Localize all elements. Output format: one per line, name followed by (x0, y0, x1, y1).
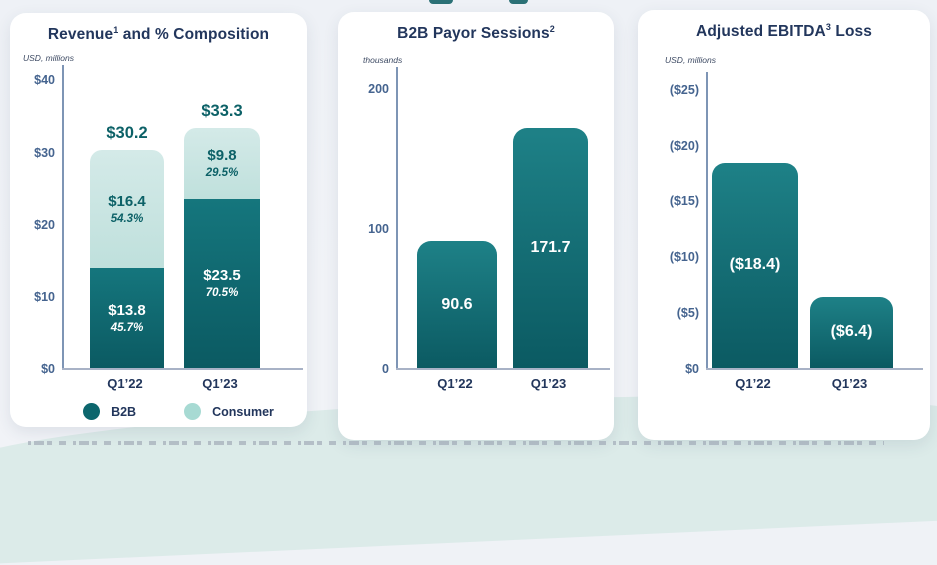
title-text: Revenue (47, 26, 114, 44)
x-axis-label: Q1’23 (831, 376, 868, 391)
stacked-bar: $16.4 54.3% $13.8 45.7% (90, 150, 164, 368)
b2b-payor-sessions-card: B2B Payor Sessions2 thousands 200 100 0 90.… (338, 12, 614, 440)
segment-percent-label: 70.5% (205, 287, 239, 300)
legend-color-dot (83, 403, 101, 420)
y-tick-label: $30 (34, 145, 55, 160)
segment-value-label: $13.8 (108, 302, 146, 320)
y-tick-label: 100 (368, 222, 389, 236)
panel-title: Adjusted EBITDA3 Loss (638, 10, 930, 41)
bar-value-label: ($6.4) (830, 323, 873, 341)
x-axis-line (706, 368, 923, 370)
legend-item: B2B (83, 403, 136, 420)
bar: 171.7 (513, 127, 588, 368)
y-tick-label: 0 (382, 362, 389, 376)
revenue-composition-card: Revenue1 and % Composition USD, millions… (10, 13, 307, 427)
segment-value-label: $23.5 (203, 267, 241, 285)
y-tick-label: ($5) (676, 306, 699, 321)
chart-plot-area: ($25) ($20) ($15) ($10) ($5) $0 ($18.4) ($6.4) (670, 72, 923, 376)
cropped-heading-remnant (509, 0, 528, 4)
chart-legend: B2B Consumer (62, 403, 295, 420)
bar-value-label: ($18.4) (729, 256, 781, 274)
title-superscript: 1 (113, 25, 119, 35)
cropped-footnote-text (28, 441, 884, 445)
bar-value-label: 90.6 (441, 295, 473, 313)
x-axis-line (62, 368, 303, 370)
segment-percent-label: 45.7% (110, 322, 144, 335)
y-tick-label: $0 (41, 362, 55, 376)
segment-percent-label: 29.5% (205, 167, 239, 180)
title-superscript: 2 (549, 24, 555, 34)
bar-segment-b2b: $23.5 70.5% (184, 198, 260, 368)
axis-unit-label: thousands (363, 55, 403, 65)
adjusted-ebitda-loss-card: Adjusted EBITDA3 Loss USD, millions ($25… (638, 10, 930, 440)
x-axis-label: Q1’22 (735, 376, 771, 391)
bar-total-label: $30.2 (106, 124, 148, 143)
y-tick-label: ($20) (669, 138, 699, 153)
bar-value-label: 171.7 (530, 238, 571, 256)
cropped-heading-remnant (429, 0, 453, 4)
y-tick-label: ($15) (669, 194, 699, 209)
legend-label: B2B (111, 404, 137, 419)
bar-total-label: $33.3 (201, 101, 243, 120)
x-axis-label: Q1’22 (437, 376, 473, 391)
panel-title: B2B Payor Sessions2 (338, 12, 614, 43)
chart-plot-area: $40 $30 $20 $10 $0 $16.4 54.3% $13.8 45.7% $30.2 $… (34, 65, 303, 376)
title-text: Loss (830, 23, 872, 41)
title-text: and % Composition (118, 26, 270, 44)
segment-value-label: $9.8 (207, 147, 237, 165)
y-tick-label: ($25) (669, 82, 699, 97)
y-tick-label: ($10) (669, 250, 699, 265)
x-axis-line (396, 368, 610, 370)
legend-color-dot (184, 403, 202, 420)
x-axis-labels: Q1’22 Q1’23 (706, 376, 915, 394)
bar-segment-consumer: $9.8 29.5% (184, 127, 260, 199)
bar: ($6.4) (810, 296, 893, 368)
y-tick-label: $20 (34, 217, 55, 232)
axis-unit-label: USD, millions (665, 55, 717, 65)
y-tick-label: $0 (685, 362, 699, 376)
title-text: Adjusted EBITDA (696, 23, 826, 41)
x-axis-label: Q1’23 (530, 376, 567, 391)
stacked-bar: $9.8 29.5% $23.5 70.5% (184, 127, 260, 368)
panel-title: Revenue1 and % Composition (10, 13, 307, 44)
x-axis-labels: Q1’22 Q1’23 (396, 376, 602, 394)
x-axis-labels: Q1’22 Q1’23 (62, 376, 295, 394)
legend-item: Consumer (184, 403, 274, 420)
segment-percent-label: 54.3% (110, 213, 144, 226)
y-tick-label: $40 (34, 73, 55, 88)
axis-unit-label: USD, millions (23, 53, 75, 63)
legend-label: Consumer (212, 404, 274, 419)
x-axis-label: Q1’22 (107, 376, 143, 391)
bar: ($18.4) (712, 162, 798, 368)
title-text: B2B Payor Sessions (397, 25, 550, 43)
bar-segment-consumer: $16.4 54.3% (90, 150, 164, 269)
chart-plot-area: 200 100 0 90.6 171.7 (368, 67, 610, 376)
title-superscript: 3 (825, 22, 831, 32)
x-axis-label: Q1’23 (202, 376, 238, 391)
bar-segment-b2b: $13.8 45.7% (90, 268, 164, 368)
bar: 90.6 (417, 241, 497, 368)
y-tick-label: 200 (368, 82, 389, 96)
y-tick-label: $10 (34, 289, 55, 304)
segment-value-label: $16.4 (108, 193, 146, 211)
